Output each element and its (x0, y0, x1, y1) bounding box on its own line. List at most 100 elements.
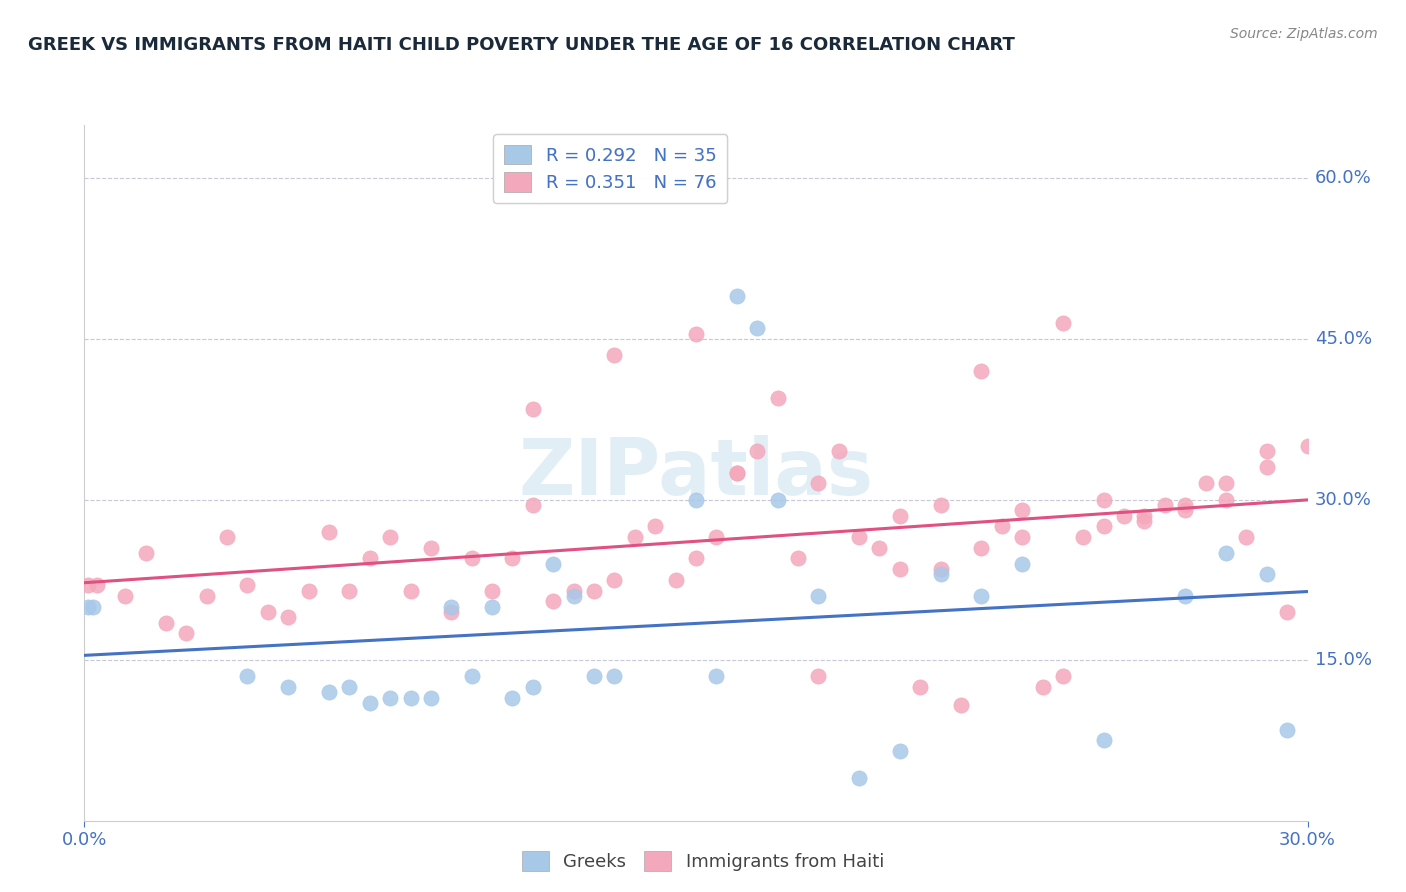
Point (1174, 498, 1197, 512)
Point (277, 610, 299, 624)
Point (440, 599, 463, 614)
Point (399, 690, 422, 705)
Point (970, 364, 993, 378)
Point (950, 698, 973, 712)
Point (277, 680, 299, 694)
Point (908, 680, 931, 694)
Point (481, 583, 503, 598)
Point (685, 326, 707, 341)
Point (1011, 530, 1033, 544)
Point (86, 578, 108, 592)
Point (1011, 557, 1033, 571)
Point (929, 567, 952, 582)
Point (174, 626, 197, 640)
Point (380, 690, 402, 705)
Point (766, 391, 789, 405)
Point (562, 589, 585, 603)
Point (1092, 733, 1115, 747)
Point (1011, 503, 1033, 517)
Point (522, 680, 544, 694)
Point (481, 599, 503, 614)
Point (1174, 589, 1197, 603)
Point (440, 605, 463, 619)
Point (1133, 514, 1156, 528)
Point (624, 530, 647, 544)
Point (889, 508, 911, 523)
Point (664, 573, 686, 587)
Point (380, 530, 402, 544)
Point (747, 321, 769, 335)
Point (807, 589, 830, 603)
Point (1215, 492, 1237, 507)
Point (461, 551, 484, 566)
Point (747, 444, 769, 458)
Point (1256, 460, 1278, 475)
Point (889, 562, 911, 576)
Point (869, 541, 891, 555)
Point (704, 669, 728, 683)
Point (359, 551, 381, 566)
Point (766, 492, 789, 507)
Point (848, 771, 870, 785)
Point (685, 492, 707, 507)
Point (725, 466, 748, 480)
Point (603, 573, 626, 587)
Point (1296, 439, 1319, 453)
Point (1275, 723, 1298, 737)
Point (644, 519, 666, 533)
Point (155, 615, 177, 630)
Point (1092, 492, 1115, 507)
Point (685, 551, 707, 566)
Point (1215, 546, 1237, 560)
Point (889, 744, 911, 758)
Point (725, 289, 748, 303)
Text: ZIPatlas: ZIPatlas (519, 434, 873, 511)
Point (807, 669, 830, 683)
Point (135, 546, 157, 560)
Point (848, 530, 870, 544)
Text: GREEK VS IMMIGRANTS FROM HAITI CHILD POVERTY UNDER THE AGE OF 16 CORRELATION CHA: GREEK VS IMMIGRANTS FROM HAITI CHILD POV… (28, 36, 1015, 54)
Point (318, 685, 340, 699)
Point (236, 578, 259, 592)
Point (543, 557, 565, 571)
Point (461, 669, 484, 683)
Point (1256, 444, 1278, 458)
Point (195, 589, 218, 603)
Legend: R = 0.292   N = 35, R = 0.351   N = 76: R = 0.292 N = 35, R = 0.351 N = 76 (494, 134, 727, 202)
Point (1133, 508, 1156, 523)
Point (725, 466, 748, 480)
Point (1114, 508, 1136, 523)
Point (1215, 476, 1237, 491)
Text: 60.0%: 60.0% (1315, 169, 1371, 187)
Point (420, 690, 443, 705)
Point (1234, 530, 1257, 544)
Point (1052, 316, 1074, 330)
Point (359, 696, 381, 710)
Point (929, 562, 952, 576)
Point (543, 594, 565, 608)
Point (562, 583, 585, 598)
Text: 15.0%: 15.0% (1315, 651, 1372, 669)
Point (970, 589, 993, 603)
Point (603, 669, 626, 683)
Point (257, 605, 280, 619)
Point (827, 444, 849, 458)
Point (929, 498, 952, 512)
Point (582, 583, 605, 598)
Point (704, 530, 728, 544)
Text: Source: ZipAtlas.com: Source: ZipAtlas.com (1230, 27, 1378, 41)
Point (991, 519, 1014, 533)
Point (787, 551, 810, 566)
Point (339, 680, 360, 694)
Point (1256, 567, 1278, 582)
Point (1195, 476, 1218, 491)
Point (1092, 519, 1115, 533)
Point (1032, 680, 1054, 694)
Point (114, 589, 136, 603)
Point (420, 541, 443, 555)
Point (217, 530, 239, 544)
Point (1174, 503, 1197, 517)
Point (1052, 669, 1074, 683)
Point (1153, 498, 1175, 512)
Legend: Greeks, Immigrants from Haiti: Greeks, Immigrants from Haiti (515, 844, 891, 879)
